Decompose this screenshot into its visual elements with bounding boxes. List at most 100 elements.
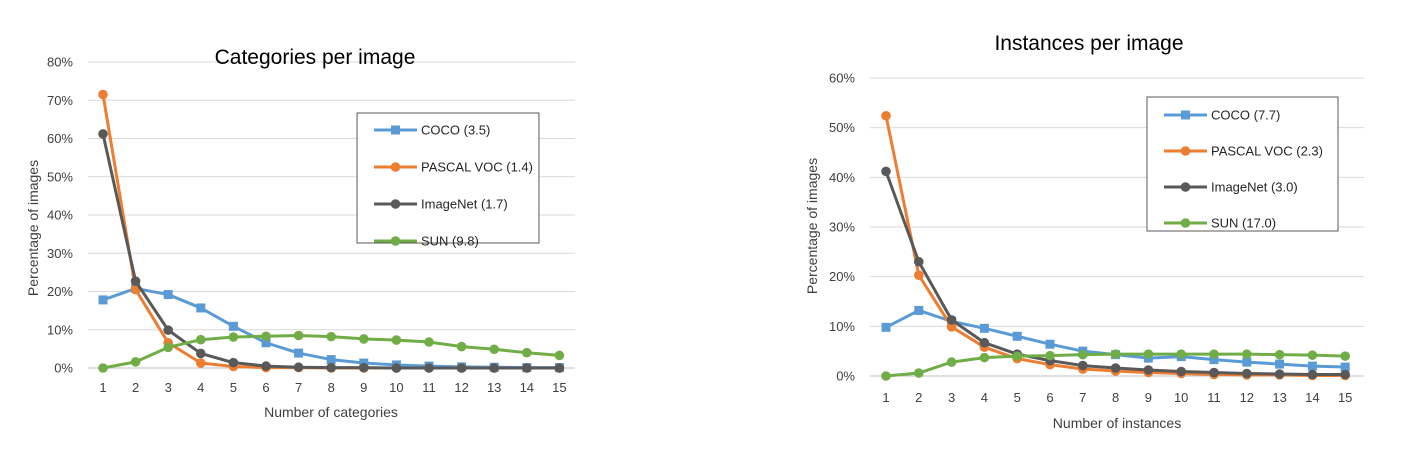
x-tick-label: 4 <box>981 390 988 405</box>
x-tick-label: 9 <box>360 380 367 395</box>
data-point <box>1012 351 1022 361</box>
x-tick-label: 9 <box>1145 390 1152 405</box>
data-point <box>1078 349 1088 360</box>
data-point <box>554 363 565 373</box>
data-point <box>1242 349 1252 359</box>
data-point <box>1209 355 1219 365</box>
series-group <box>98 89 565 373</box>
data-point <box>98 363 108 373</box>
data-point <box>228 321 238 331</box>
data-point <box>261 361 271 371</box>
legend-marker <box>391 125 400 135</box>
data-point <box>261 338 271 348</box>
y-tick-label: 80% <box>47 55 73 70</box>
data-point <box>228 332 239 342</box>
data-point <box>1176 366 1186 377</box>
y-tick-label: 20% <box>829 269 855 284</box>
data-point <box>1340 369 1350 380</box>
legend-marker <box>390 162 401 172</box>
legend: COCO (7.7) PASCAL VOC (2.3) ImageNet (3.0)… <box>1146 96 1339 232</box>
data-point <box>261 331 271 342</box>
data-point <box>456 363 467 373</box>
data-point <box>979 337 990 348</box>
data-point <box>1110 349 1121 359</box>
x-tick-labels: 1 2 3 4 5 6 7 8 9 10 11 12 13 14 15 <box>99 380 566 395</box>
y-tick-label: 10% <box>829 319 855 334</box>
y-tick-label: 0% <box>54 361 73 376</box>
y-tick-label: 0% <box>836 369 855 384</box>
data-point <box>98 89 108 100</box>
data-point <box>1340 351 1350 361</box>
data-point <box>881 322 891 332</box>
data-point <box>881 371 891 381</box>
x-tick-label: 12 <box>454 380 468 395</box>
x-tick-label: 8 <box>328 380 335 395</box>
x-tick-labels: 1 2 3 4 5 6 7 8 9 10 11 12 13 14 15 <box>882 390 1352 405</box>
series-group <box>881 110 1350 381</box>
chart-title: Categories per image <box>215 46 416 69</box>
series-sun <box>98 330 565 373</box>
data-point <box>1209 367 1219 378</box>
data-point <box>914 368 924 378</box>
data-point <box>522 363 532 373</box>
data-point <box>456 341 467 352</box>
data-point <box>489 363 500 373</box>
data-point <box>1307 361 1317 371</box>
x-tick-label: 13 <box>487 380 501 395</box>
series-imagenet <box>881 166 1350 380</box>
y-tick-label: 40% <box>829 170 855 185</box>
x-tick-label: 7 <box>1079 390 1086 405</box>
legend-marker <box>1180 146 1191 156</box>
data-point <box>914 256 924 267</box>
data-point <box>293 362 304 373</box>
data-point <box>914 270 924 280</box>
data-point <box>228 357 239 368</box>
data-point <box>359 362 369 373</box>
legend-label: ImageNet (3.0) <box>1211 180 1298 195</box>
data-point <box>1143 349 1154 359</box>
x-tick-label: 2 <box>915 390 922 405</box>
legend-marker <box>1180 218 1191 228</box>
y-tick-label: 50% <box>47 169 73 184</box>
data-point <box>391 363 402 373</box>
x-tick-label: 14 <box>520 380 534 395</box>
x-tick-label: 13 <box>1272 390 1286 405</box>
data-point <box>196 334 206 345</box>
data-point <box>1242 357 1252 367</box>
data-point <box>196 303 206 313</box>
legend-box <box>1146 96 1339 232</box>
data-point <box>359 334 369 344</box>
x-tick-label: 2 <box>132 380 139 395</box>
data-point <box>946 357 957 367</box>
x-axis-label: Number of instances <box>1053 415 1181 431</box>
x-tick-label: 14 <box>1305 390 1319 405</box>
legend-label: PASCAL VOC (1.4) <box>421 160 533 175</box>
series-imagenet <box>98 129 565 373</box>
data-point <box>391 335 402 345</box>
legend-marker <box>390 236 401 246</box>
y-tick-label: 30% <box>829 220 855 235</box>
y-tick-labels: 0% 10% 20% 30% 40% 50% 60% <box>829 71 855 384</box>
x-tick-label: 7 <box>295 380 302 395</box>
data-point <box>1274 369 1285 379</box>
data-point <box>1143 365 1154 375</box>
data-point <box>98 295 108 305</box>
legend-marker <box>390 199 401 209</box>
data-point <box>946 315 957 325</box>
data-point <box>1340 362 1350 372</box>
x-tick-label: 10 <box>1174 390 1188 405</box>
y-tick-label: 70% <box>47 93 73 108</box>
y-tick-label: 50% <box>829 120 855 135</box>
data-point <box>1307 350 1318 360</box>
data-point <box>294 348 304 358</box>
legend-label: COCO (7.7) <box>1211 108 1280 123</box>
data-point <box>881 166 891 177</box>
data-point <box>1078 360 1088 371</box>
x-tick-label: 1 <box>99 380 106 395</box>
y-tick-labels: 0% 10% 20% 30% 40% 50% 60% 70% 80% <box>47 55 73 376</box>
data-point <box>130 357 141 367</box>
data-point <box>326 362 337 373</box>
legend: COCO (3.5) PASCAL VOC (1.4) ImageNet (1.7)… <box>356 112 540 249</box>
data-point <box>1274 349 1285 360</box>
data-point <box>1275 359 1285 369</box>
